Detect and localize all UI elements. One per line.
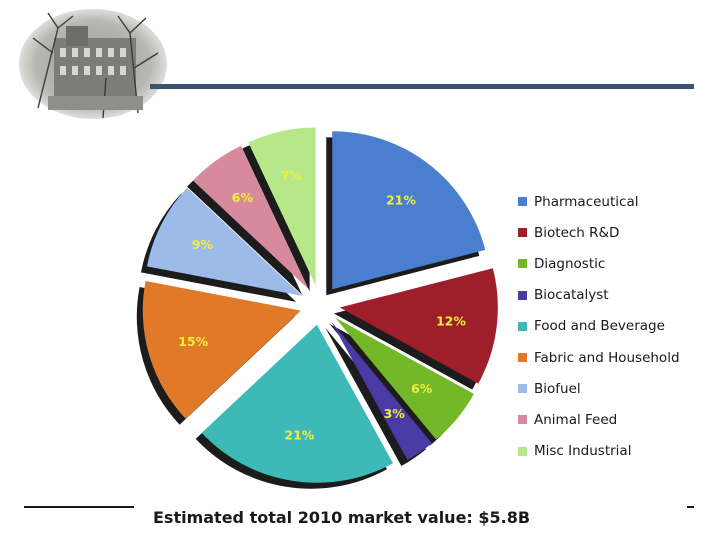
legend-label: Fabric and Household (534, 349, 680, 366)
legend-label: Misc Industrial (534, 443, 632, 460)
slice-label-animal-feed: 6% (232, 190, 254, 205)
slice-label-biocatalyst: 3% (384, 406, 406, 421)
legend-swatch (518, 415, 527, 425)
legend-label: Food and Beverage (534, 318, 665, 335)
legend-swatch (518, 290, 527, 300)
legend-item-biocatalyst: Biocatalyst (518, 280, 680, 311)
legend-label: Biocatalyst (534, 287, 609, 304)
slice-misc-industrial (248, 127, 316, 286)
legend-swatch (518, 384, 527, 394)
slice-label-biotech-randd: 12% (436, 314, 466, 329)
header-rule (150, 84, 694, 89)
legend-label: Pharmaceutical (534, 193, 639, 210)
slice-food-and-beverage (201, 324, 393, 483)
legend-swatch (518, 259, 527, 269)
legend-swatch (518, 197, 527, 207)
legend-swatch (518, 446, 527, 456)
building-photo (19, 9, 167, 119)
footer-rule-right (687, 506, 694, 508)
legend-item-animal-feed: Animal Feed (518, 404, 680, 435)
caption: Estimated total 2010 market value: $5.8B (153, 508, 531, 527)
legend-swatch (518, 321, 527, 331)
legend-label: Diagnostic (534, 255, 606, 272)
slice-label-fabric-and-household: 15% (178, 334, 208, 349)
slice-label-misc-industrial: 7% (281, 168, 303, 183)
legend-label: Biofuel (534, 380, 581, 397)
legend-item-misc-industrial: Misc Industrial (518, 436, 680, 467)
legend-label: Biotech R&D (534, 224, 620, 241)
legend-item-diagnostic: Diagnostic (518, 248, 680, 279)
legend-item-biotech-randd: Biotech R&D (518, 217, 680, 248)
slice-biocatalyst (331, 321, 432, 460)
slice-biofuel (146, 187, 303, 296)
slice-label-diagnostic: 6% (411, 381, 433, 396)
legend-swatch (518, 228, 527, 238)
legend-swatch (518, 353, 527, 363)
slice-pharmaceutical (332, 131, 486, 290)
footer-rule-left (24, 506, 134, 508)
legend-label: Animal Feed (534, 411, 618, 428)
slice-label-biofuel: 9% (192, 237, 214, 252)
legend-item-food-and-beverage: Food and Beverage (518, 311, 680, 342)
slice-diagnostic (335, 317, 474, 440)
legend-item-pharmaceutical: Pharmaceutical (518, 186, 680, 217)
legend-item-fabric-and-household: Fabric and Household (518, 342, 680, 373)
slice-label-food-and-beverage: 21% (284, 427, 314, 442)
legend-item-biofuel: Biofuel (518, 373, 680, 404)
slice-biotech-randd (339, 268, 498, 384)
legend: Pharmaceutical Biotech R&D Diagnostic Bioca… (518, 186, 680, 467)
slice-animal-feed (193, 145, 309, 289)
slice-label-pharmaceutical: 21% (386, 193, 416, 208)
slice-fabric-and-household (142, 280, 301, 419)
